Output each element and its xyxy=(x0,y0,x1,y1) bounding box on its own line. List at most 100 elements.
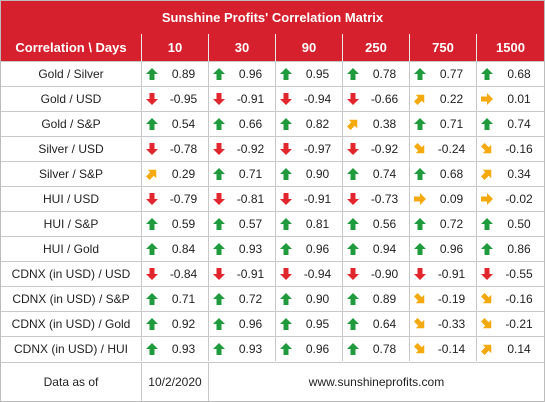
matrix-cell: -0.94 xyxy=(275,262,342,286)
correlation-value: 0.74 xyxy=(372,167,397,181)
correlation-value: -0.91 xyxy=(236,267,265,281)
matrix-cell: 0.96 xyxy=(208,62,275,86)
matrix-cell: 0.57 xyxy=(208,212,275,236)
matrix-cell: -0.91 xyxy=(208,262,275,286)
correlation-value: 0.74 xyxy=(507,117,531,131)
correlation-value: 0.57 xyxy=(238,217,263,231)
table-row: Silver / USD -0.78 -0.92 -0.97 -0.92 -0.24 -0.… xyxy=(1,136,544,161)
matrix-cell: -0.16 xyxy=(476,137,544,161)
correlation-value: 0.95 xyxy=(305,317,330,331)
matrix-cell: 0.77 xyxy=(409,62,476,86)
column-header-label: Correlation \ Days xyxy=(15,40,127,55)
matrix-cell: 0.68 xyxy=(476,62,544,86)
matrix-cell: 0.96 xyxy=(275,237,342,261)
correlation-value: 0.96 xyxy=(439,242,464,256)
matrix-cell: 0.72 xyxy=(208,287,275,311)
correlation-value: -0.91 xyxy=(303,192,332,206)
footer-label: Data as of xyxy=(43,375,99,389)
correlation-value: -0.78 xyxy=(169,142,198,156)
correlation-value: 0.82 xyxy=(305,117,330,131)
row-label: Gold / S&P xyxy=(41,117,101,131)
correlation-value: 0.96 xyxy=(238,67,263,81)
correlation-value: 0.89 xyxy=(171,67,196,81)
table-row: HUI / USD -0.79 -0.81 -0.91 -0.73 0.09 -0.02 xyxy=(1,186,544,211)
correlation-value: -0.91 xyxy=(437,267,466,281)
matrix-cell: 0.93 xyxy=(208,337,275,361)
correlation-value: -0.33 xyxy=(437,317,466,331)
table-row: Gold / USD -0.95 -0.91 -0.94 -0.66 0.22 0.01 xyxy=(1,86,544,111)
correlation-value: 0.90 xyxy=(305,167,330,181)
column-header-250: 250 xyxy=(342,34,409,61)
correlation-value: 0.93 xyxy=(238,242,263,256)
correlation-value: -0.84 xyxy=(169,267,198,281)
matrix-cell: 0.14 xyxy=(476,337,544,361)
table-row: Gold / Silver 0.89 0.96 0.95 0.78 0.77 0.68 xyxy=(1,61,544,86)
matrix-cell: 0.59 xyxy=(141,212,208,236)
correlation-value: 0.94 xyxy=(372,242,397,256)
correlation-value: 0.84 xyxy=(171,242,196,256)
matrix-title: Sunshine Profits' Correlation Matrix xyxy=(1,1,544,34)
matrix-cell: -0.21 xyxy=(476,312,544,336)
matrix-cell: -0.94 xyxy=(275,87,342,111)
matrix-cell: -0.02 xyxy=(476,187,544,211)
correlation-value: 0.38 xyxy=(372,117,397,131)
matrix-cell: 0.78 xyxy=(342,337,409,361)
correlation-value: 0.59 xyxy=(171,217,196,231)
column-header-10: 10 xyxy=(141,34,208,61)
matrix-cell: 0.93 xyxy=(208,237,275,261)
correlation-value: 0.64 xyxy=(372,317,397,331)
matrix-cell: -0.79 xyxy=(141,187,208,211)
row-label: CDNX (in USD) / S&P xyxy=(12,292,130,306)
matrix-cell: 0.74 xyxy=(476,112,544,136)
matrix-cell: 0.96 xyxy=(409,237,476,261)
matrix-cell: -0.91 xyxy=(409,262,476,286)
matrix-cell: 0.90 xyxy=(275,162,342,186)
matrix-cell: -0.16 xyxy=(476,287,544,311)
correlation-value: 0.86 xyxy=(507,242,531,256)
correlation-value: -0.79 xyxy=(169,192,198,206)
matrix-cell: -0.92 xyxy=(208,137,275,161)
correlation-value: -0.24 xyxy=(437,142,466,156)
matrix-cell: 0.38 xyxy=(342,112,409,136)
matrix-cell: 0.64 xyxy=(342,312,409,336)
correlation-value: 0.01 xyxy=(507,92,531,106)
matrix-cell: 0.89 xyxy=(141,62,208,86)
matrix-cell: 0.68 xyxy=(409,162,476,186)
correlation-value: -0.16 xyxy=(505,292,533,306)
row-label: CDNX (in USD) / HUI xyxy=(13,342,128,356)
matrix-cell: 0.50 xyxy=(476,212,544,236)
matrix-cell: 0.95 xyxy=(275,62,342,86)
row-label: Silver / USD xyxy=(38,142,104,156)
matrix-cell: 0.34 xyxy=(476,162,544,186)
matrix-cell: -0.84 xyxy=(141,262,208,286)
correlation-value: 0.78 xyxy=(372,67,397,81)
correlation-value: 0.66 xyxy=(238,117,263,131)
correlation-value: 0.72 xyxy=(238,292,263,306)
correlation-value: -0.97 xyxy=(303,142,332,156)
correlation-value: 0.95 xyxy=(305,67,330,81)
correlation-value: 0.56 xyxy=(372,217,397,231)
matrix-cell: 0.54 xyxy=(141,112,208,136)
table-row: CDNX (in USD) / S&P 0.71 0.72 0.90 0.89 -0.19… xyxy=(1,286,544,311)
correlation-value: -0.16 xyxy=(505,142,533,156)
correlation-value: 0.90 xyxy=(305,292,330,306)
matrix-cell: -0.55 xyxy=(476,262,544,286)
row-label: CDNX (in USD) / USD xyxy=(11,267,131,281)
matrix-cell: 0.22 xyxy=(409,87,476,111)
footer-site: www.sunshineprofits.com xyxy=(208,363,544,401)
matrix-cell: 0.01 xyxy=(476,87,544,111)
correlation-value: -0.81 xyxy=(236,192,265,206)
row-label: CDNX (in USD) / Gold xyxy=(11,317,131,331)
correlation-value: 0.96 xyxy=(305,342,330,356)
matrix-cell: 0.66 xyxy=(208,112,275,136)
row-label: HUI / USD xyxy=(42,192,99,206)
matrix-cell: 0.09 xyxy=(409,187,476,211)
matrix-cell: 0.90 xyxy=(275,287,342,311)
correlation-value: -0.14 xyxy=(437,342,466,356)
correlation-value: 0.71 xyxy=(171,292,196,306)
correlation-value: -0.73 xyxy=(370,192,399,206)
matrix-cell: 0.92 xyxy=(141,312,208,336)
correlation-value: -0.92 xyxy=(370,142,399,156)
correlation-value: -0.94 xyxy=(303,92,332,106)
